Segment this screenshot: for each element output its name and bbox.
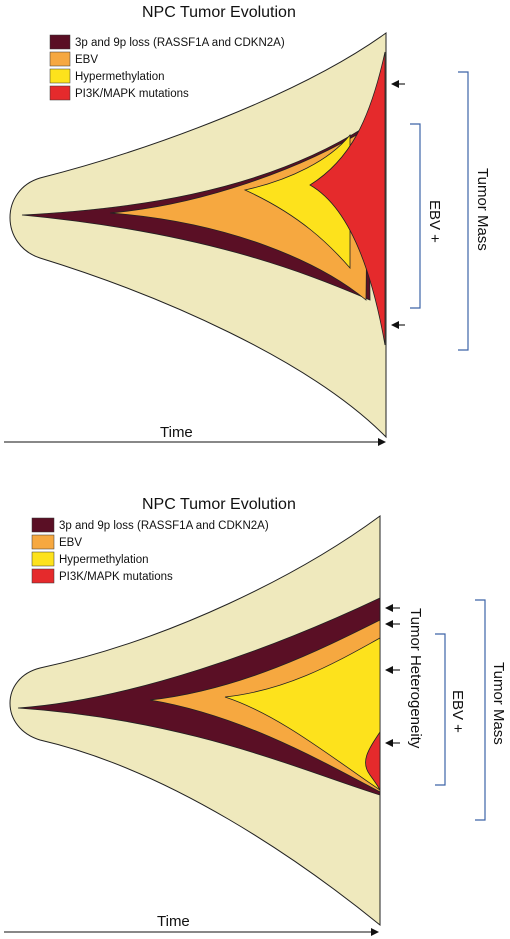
legend-label-ebv: EBV — [59, 537, 82, 549]
ebv-positive-label: EBV + — [426, 200, 443, 243]
legend-label-pi3k-mapk: PI3K/MAPK mutations — [75, 88, 189, 100]
legend-swatch-loss — [49, 34, 71, 50]
legend-swatch-ebv — [49, 51, 71, 67]
ebv-positive-label: EBV + — [449, 690, 466, 733]
legend-swatch-hypermethylation — [49, 68, 71, 84]
tumor-mass-bracket — [475, 599, 486, 821]
panel-bottom-legend: 3p and 9p loss (RASSF1A and CDKN2A) EBV … — [31, 517, 269, 584]
legend-label-pi3k-mapk: PI3K/MAPK mutations — [59, 571, 173, 583]
clone-pi3k-mapk — [309, 51, 386, 346]
panel-top-legend: 3p and 9p loss (RASSF1A and CDKN2A) EBV … — [49, 34, 285, 101]
panel-bottom-title: NPC Tumor Evolution — [142, 496, 296, 513]
legend-swatch-ebv — [31, 534, 55, 550]
legend-label-hypermethylation: Hypermethylation — [75, 71, 164, 83]
ebv-bracket — [410, 123, 421, 309]
time-axis-label: Time — [160, 424, 193, 441]
legend-label-loss: 3p and 9p loss (RASSF1A and CDKN2A) — [59, 520, 269, 532]
tumor-heterogeneity-label: Tumor Heterogeneity — [407, 608, 424, 749]
clone-pi3k-mapk — [365, 730, 381, 791]
time-axis-label: Time — [157, 913, 190, 930]
legend-swatch-loss — [31, 517, 55, 533]
legend-label-ebv: EBV — [75, 54, 98, 66]
legend-label-loss: 3p and 9p loss (RASSF1A and CDKN2A) — [75, 37, 285, 49]
panel-top: NPC Tumor Evolution 3p and 9p loss (RASS… — [4, 4, 491, 446]
tumor-mass-bracket — [458, 71, 469, 351]
tumor-mass-label: Tumor Mass — [474, 168, 491, 251]
legend-label-hypermethylation: Hypermethylation — [59, 554, 148, 566]
legend-swatch-pi3k-mapk — [49, 85, 71, 101]
panel-bottom: NPC Tumor Evolution 3p and 9p loss (RASS… — [4, 496, 507, 936]
legend-swatch-hypermethylation — [31, 551, 55, 567]
panel-top-title: NPC Tumor Evolution — [142, 4, 296, 21]
ebv-bracket — [435, 633, 446, 786]
clone-hypermethylation — [224, 637, 381, 791]
tumor-mass-label: Tumor Mass — [490, 662, 507, 745]
legend-swatch-pi3k-mapk — [31, 568, 55, 584]
